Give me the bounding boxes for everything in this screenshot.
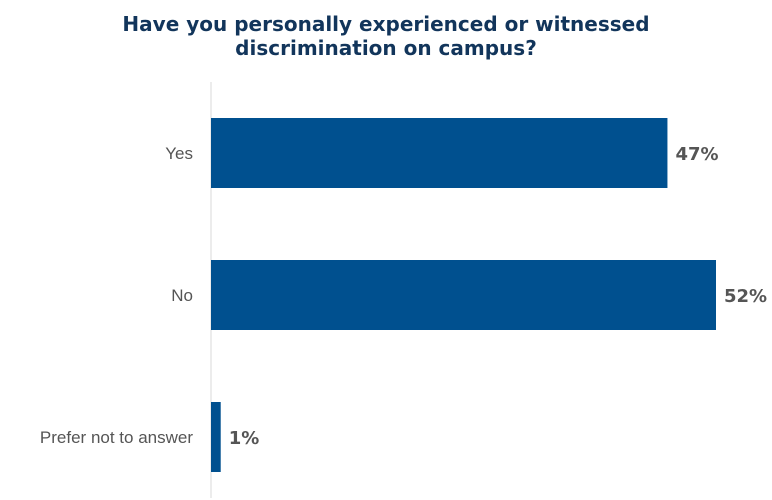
value-label-0: 47%: [675, 144, 718, 165]
chart-title-line-1: Have you personally experienced or witne…: [122, 12, 650, 36]
bar-0: [211, 118, 668, 188]
category-label-0: Yes: [165, 144, 193, 163]
value-label-2: 1%: [229, 428, 260, 449]
value-label-1: 52%: [724, 286, 767, 307]
category-label-1: No: [171, 286, 193, 305]
bar-2: [211, 402, 221, 472]
chart-title-line-2: discrimination on campus?: [235, 36, 537, 60]
category-label-2: Prefer not to answer: [40, 428, 193, 447]
bars-group: Yes 47% No 52% Prefer not to answer 1%: [40, 118, 767, 472]
chart-title: Have you personally experienced or witne…: [0, 12, 772, 60]
bar-1: [211, 260, 716, 330]
